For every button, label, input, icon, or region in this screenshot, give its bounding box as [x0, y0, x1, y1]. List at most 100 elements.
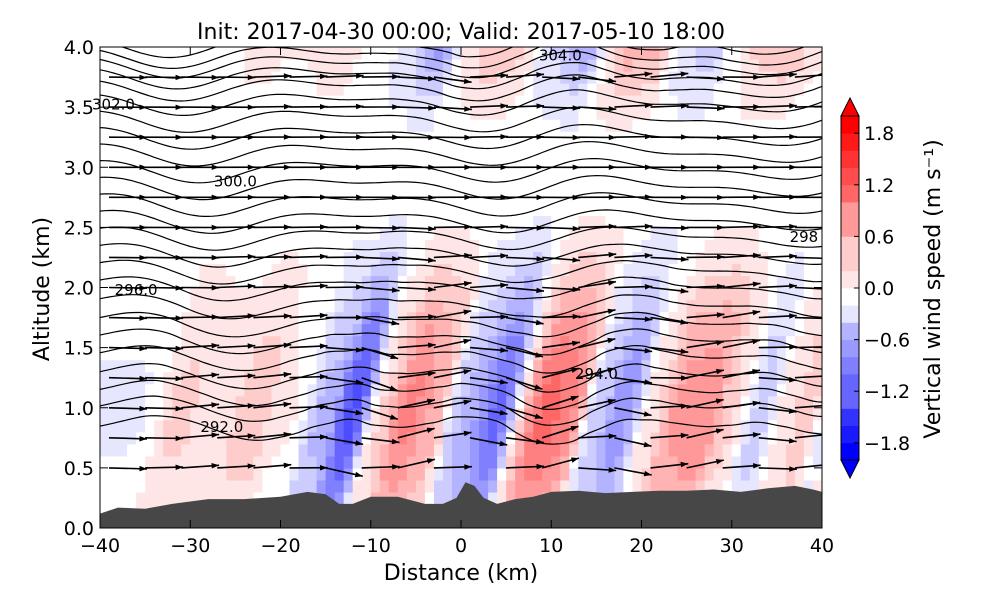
wind-cell: [551, 275, 561, 289]
isentrope-line: [100, 74, 822, 102]
wind-cell: [623, 347, 634, 361]
wind-vector: [325, 103, 364, 110]
y-axis: 0.00.51.01.52.02.53.03.54.0: [64, 37, 822, 540]
wind-cell: [596, 83, 606, 96]
wind-cell: [181, 155, 191, 168]
wind-cell: [470, 263, 480, 277]
wind-vector: [433, 309, 472, 319]
wind-vector: [650, 403, 689, 409]
wind-cell: [686, 347, 697, 361]
wind-cell: [470, 383, 480, 397]
wind-cell: [632, 119, 643, 132]
wind-cell: [451, 383, 462, 397]
wind-cell: [424, 251, 435, 265]
wind-cell: [686, 431, 697, 445]
wind-cell: [695, 395, 706, 409]
wind-cell: [163, 491, 173, 505]
wind-cell: [154, 47, 164, 60]
wind-cell: [406, 335, 417, 349]
wind-cell: [776, 407, 787, 421]
wind-vector: [650, 134, 689, 140]
wind-cell: [172, 227, 182, 240]
wind-cell: [587, 227, 597, 240]
wind-cell: [506, 263, 516, 277]
wind-cell: [109, 455, 119, 469]
wind-cell: [758, 263, 769, 277]
wind-cell: [758, 179, 769, 192]
wind-cell: [488, 143, 498, 156]
wind-vector: [361, 134, 400, 140]
wind-cell: [397, 359, 408, 373]
wind-cell: [208, 323, 218, 337]
wind-cell: [623, 251, 634, 265]
wind-cell: [551, 203, 561, 216]
wind-cell: [217, 359, 227, 373]
wind-cell: [208, 275, 218, 289]
wind-cell: [749, 479, 760, 493]
wind-vector: [614, 316, 653, 322]
wind-cell: [695, 167, 706, 180]
wind-cell: [199, 431, 209, 445]
wind-cell: [695, 59, 706, 72]
wind-cell: [343, 71, 354, 84]
wind-cell: [334, 167, 345, 180]
wind-vector: [108, 436, 148, 442]
wind-cell: [713, 323, 724, 337]
wind-cell: [803, 203, 814, 216]
wind-cell: [785, 155, 796, 168]
wind-cell: [497, 179, 507, 192]
wind-cell: [578, 59, 588, 72]
wind-cell: [325, 179, 336, 192]
wind-cell: [650, 95, 661, 108]
wind-cell: [596, 323, 606, 337]
wind-cell: [578, 407, 588, 421]
wind-cell: [515, 107, 525, 120]
wind-cell: [253, 95, 264, 108]
wind-cell: [470, 467, 480, 481]
wind-cell: [217, 59, 227, 72]
wind-cell: [776, 239, 787, 253]
wind-cell: [199, 203, 209, 216]
wind-cell: [641, 143, 652, 156]
wind-cell: [812, 383, 822, 397]
wind-cell: [145, 143, 155, 156]
wind-cell: [442, 263, 453, 277]
wind-cell: [172, 203, 182, 216]
wind-cell: [677, 167, 688, 180]
wind-cell: [632, 419, 643, 433]
wind-vector: [794, 464, 822, 469]
wind-cell: [650, 359, 661, 373]
wind-cell: [307, 179, 318, 192]
wind-cell: [623, 83, 634, 96]
wind-cell: [433, 95, 444, 108]
wind-cell: [424, 239, 435, 253]
wind-cell: [704, 431, 715, 445]
wind-cell: [271, 167, 282, 180]
wind-cell: [812, 203, 822, 216]
wind-cell: [488, 239, 498, 253]
wind-cell: [740, 251, 751, 265]
wind-cell: [488, 83, 498, 96]
isentrope-line: [100, 209, 822, 234]
wind-cell: [244, 467, 255, 481]
wind-cell: [587, 251, 597, 265]
wind-cell: [578, 323, 588, 337]
wind-cell: [343, 227, 354, 240]
wind-cell: [803, 215, 814, 228]
colorbar-segment: [841, 116, 859, 134]
wind-cell: [515, 119, 525, 132]
wind-cell: [632, 395, 643, 409]
wind-cell: [587, 155, 597, 168]
wind-cell: [677, 479, 688, 493]
wind-cell: [163, 167, 173, 180]
wind-cell: [515, 47, 525, 60]
wind-cell: [370, 83, 381, 96]
wind-cell: [307, 263, 318, 277]
wind-cell: [145, 443, 155, 457]
wind-cell: [488, 287, 498, 301]
wind-cell: [280, 407, 291, 421]
wind-cell: [406, 371, 417, 385]
wind-cell: [722, 347, 733, 361]
wind-cell: [145, 167, 155, 180]
